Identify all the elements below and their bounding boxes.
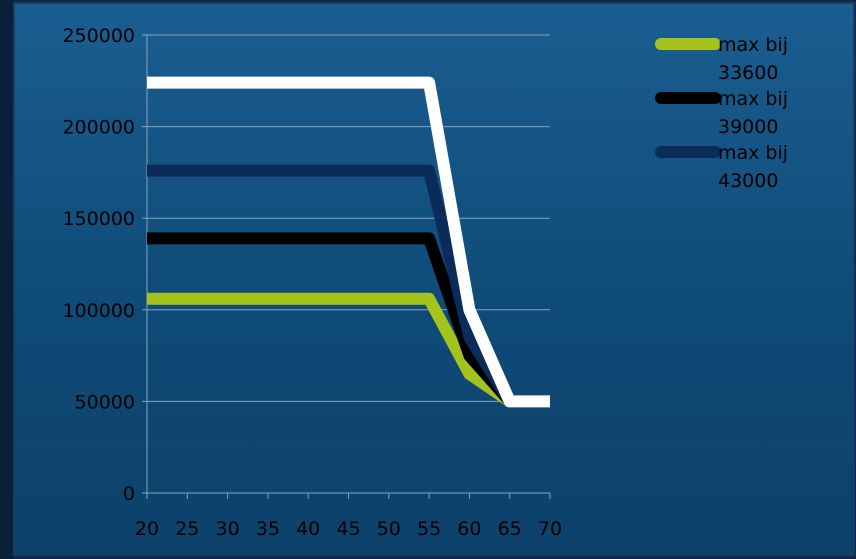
x-tick-label: 35 bbox=[256, 518, 280, 540]
series-line-3 bbox=[147, 76, 550, 408]
series-line-0 bbox=[147, 292, 550, 408]
x-tick-label: 60 bbox=[457, 518, 481, 540]
x-tick-label: 20 bbox=[135, 518, 159, 540]
series-line-2 bbox=[147, 164, 550, 408]
x-tick-label: 55 bbox=[417, 518, 441, 540]
y-tick-label: 250000 bbox=[62, 25, 135, 47]
gridlines bbox=[147, 34, 550, 402]
x-tick-label: 40 bbox=[296, 518, 320, 540]
x-tick-label: 70 bbox=[538, 518, 562, 540]
legend-label: max bij 43000 bbox=[718, 142, 788, 192]
y-tick-label: 0 bbox=[123, 483, 135, 505]
y-tick-label: 200000 bbox=[62, 117, 135, 139]
y-tick-label: 150000 bbox=[62, 208, 135, 230]
axes bbox=[142, 34, 551, 499]
series-line-1 bbox=[147, 232, 550, 408]
y-tick-label: 50000 bbox=[75, 391, 135, 413]
x-tick-label: 50 bbox=[377, 518, 401, 540]
x-tick-label: 65 bbox=[498, 518, 522, 540]
x-tick-label: 45 bbox=[336, 518, 360, 540]
x-tick-label: 25 bbox=[175, 518, 199, 540]
series-lines bbox=[147, 76, 550, 408]
legend-label: max bij 39000 bbox=[718, 88, 788, 138]
x-tick-labels: 20 25 30 35 40 45 50 55 60 65 70 bbox=[135, 518, 562, 540]
left-border-strip bbox=[0, 0, 14, 559]
x-tick-label: 30 bbox=[216, 518, 240, 540]
y-tick-label: 100000 bbox=[62, 300, 135, 322]
legend-label: max bij 33600 bbox=[718, 34, 788, 84]
y-tick-labels: 0 50000 100000 150000 200000 250000 bbox=[62, 25, 135, 505]
